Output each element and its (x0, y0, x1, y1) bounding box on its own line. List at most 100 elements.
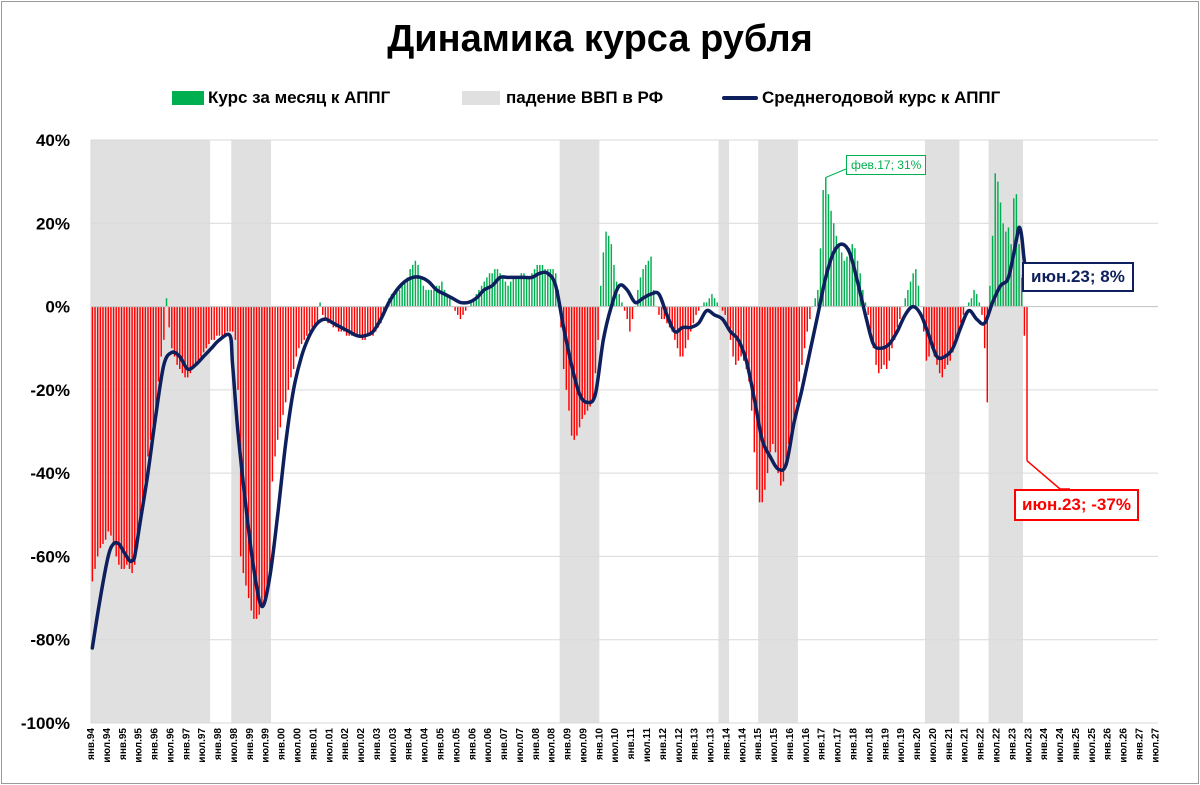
bar-фев.15 (761, 306, 763, 503)
bar-мар.98 (224, 306, 226, 336)
bar-май.01 (324, 306, 327, 320)
x-tick-label: июл.95 (134, 728, 145, 763)
x-tick-label: июл.20 (928, 728, 939, 763)
bar-мар.97 (192, 306, 194, 370)
bar-ноя.02 (372, 306, 374, 336)
x-tick-label: июл.16 (801, 728, 812, 763)
bar-фев.01 (316, 306, 319, 324)
bar-фев.14 (729, 306, 732, 340)
bar-авг.12 (682, 306, 684, 357)
legend-label-line: Среднегодовой курс к АППГ (762, 88, 1001, 107)
bar-июн.07 (517, 277, 520, 307)
bar-апр.99 (258, 306, 260, 615)
bar-окт.16 (814, 298, 816, 307)
x-tick-label: янв.27 (1135, 728, 1146, 760)
bar-дек.11 (660, 306, 663, 320)
bar-ноя.12 (690, 306, 692, 332)
bar-ноя.94 (118, 306, 120, 565)
bar-дек.18 (883, 306, 885, 365)
bar-дек.00 (311, 306, 313, 328)
x-tick-label: июл.01 (324, 728, 335, 763)
bar-авг.06 (491, 273, 493, 307)
bar-ноя.21 (975, 294, 978, 307)
bar-июл.11 (647, 260, 650, 307)
bar-ноя.18 (880, 306, 883, 370)
bar-мар.05 (446, 294, 448, 307)
bar-фев.10 (602, 252, 605, 307)
bar-янв.99 (250, 306, 252, 611)
bar-май.18 (864, 302, 867, 307)
bar-сен.94 (112, 306, 115, 544)
bar-ноя.08 (562, 306, 565, 370)
bar-окт.98 (242, 306, 245, 574)
x-tick-label: янв.09 (563, 728, 574, 760)
x-tick-label: июл.12 (674, 728, 685, 763)
bar-окт.02 (369, 306, 372, 336)
bar-окт.09 (592, 306, 594, 399)
bar-апр.16 (798, 306, 801, 382)
bar-сен.19 (907, 289, 909, 307)
bar-фев.02 (348, 306, 350, 336)
bar-июл.18 (870, 306, 872, 332)
bar-окт.07 (528, 277, 530, 307)
bar-июн.02 (359, 306, 361, 336)
bar-дек.98 (247, 306, 250, 599)
bar-сен.97 (208, 306, 210, 345)
bar-сен.22 (1002, 223, 1004, 307)
bar-ноя.15 (785, 306, 787, 465)
bar-авг.97 (205, 306, 207, 349)
chart-title: Динамика курса рубля (387, 18, 813, 60)
bar-дек.16 (819, 248, 822, 307)
bar-фев.95 (126, 306, 128, 565)
bar-июн.95 (136, 306, 139, 549)
bar-апр.08 (544, 269, 546, 307)
legend-swatch-bars (172, 91, 204, 105)
x-tick-label: июл.14 (737, 728, 748, 763)
bar-сен.15 (780, 306, 782, 486)
bar-июн.99 (263, 306, 266, 599)
bar-янв.21 (949, 306, 951, 361)
bar-окт.21 (973, 289, 975, 307)
bar-мар.21 (954, 306, 957, 340)
bar-дек.97 (216, 306, 218, 336)
legend-item-line: Среднегодовой курс к АППГ (722, 88, 1000, 108)
bar-апр.95 (131, 306, 133, 574)
x-tick-label: янв.00 (277, 728, 288, 760)
bar-апр.97 (194, 306, 197, 365)
bar-июл.22 (997, 181, 999, 307)
y-tick-label: 0% (45, 298, 70, 317)
bar-май.15 (769, 306, 771, 453)
bar-дек.12 (692, 306, 695, 324)
bar-дек.09 (597, 306, 599, 340)
bar-окт.03 (401, 285, 403, 307)
bar-июл.00 (298, 306, 300, 349)
bar-янв.19 (885, 306, 888, 370)
bar-апр.02 (353, 306, 356, 336)
bar-апр.23 (1020, 277, 1023, 307)
bar-мар.04 (414, 260, 417, 307)
bar-июн.05 (454, 306, 456, 311)
bar-мар.00 (287, 306, 290, 390)
bar-янв.08 (536, 264, 538, 307)
bar-ноя.97 (213, 306, 215, 340)
bar-июл.15 (774, 306, 777, 453)
bar-июн.94 (104, 306, 107, 540)
leader-peak-bar (825, 168, 847, 178)
x-tick-label: янв.07 (499, 728, 510, 760)
bar-апр.96 (163, 306, 165, 340)
bar-авг.02 (364, 306, 366, 340)
bar-мар.99 (255, 306, 258, 619)
x-tick-label: янв.02 (340, 728, 351, 760)
bar-май.16 (801, 306, 803, 365)
bar-сен.09 (589, 306, 591, 407)
bar-июл.01 (329, 306, 332, 324)
bar-июн.01 (327, 306, 329, 324)
bar-май.09 (578, 306, 581, 428)
bar-апр.00 (290, 306, 292, 378)
x-tick-label: июл.10 (610, 728, 621, 763)
x-tick-label: июл.15 (769, 728, 780, 763)
bar-фев.19 (888, 306, 891, 361)
x-tick-label: янв.16 (785, 728, 796, 760)
bar-май.17 (833, 223, 835, 307)
